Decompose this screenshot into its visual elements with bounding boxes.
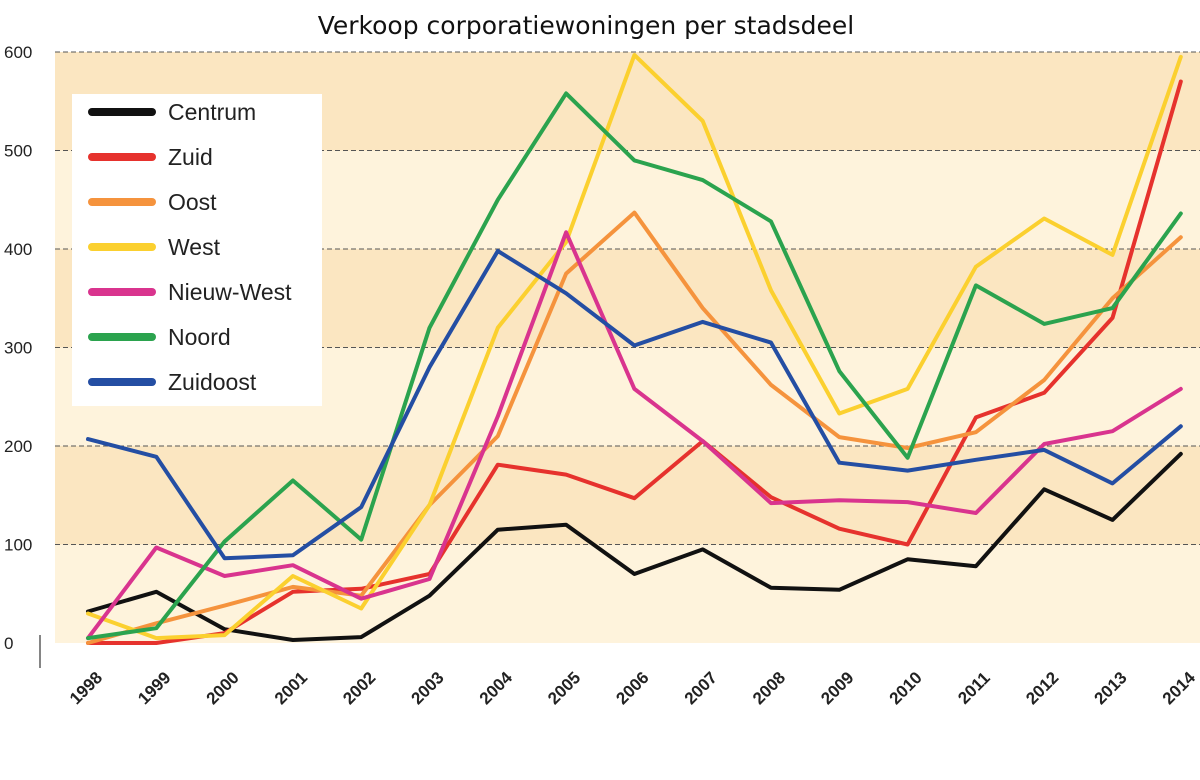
gridlines [55, 51, 1200, 545]
x-tick-label: 2002 [339, 668, 379, 708]
y-axis: 0 100 200 300 400 500 600 [4, 43, 41, 668]
x-tick-label: 2003 [408, 668, 448, 708]
legend-label: Centrum [168, 99, 256, 125]
x-tick-label: 2005 [544, 668, 584, 708]
series-line-nieuw-west [86, 230, 1183, 641]
x-tick-label: 2001 [271, 668, 311, 708]
x-tick-label: 2014 [1159, 668, 1200, 709]
y-tick-label: 200 [4, 437, 32, 456]
x-tick-label: 2012 [1022, 668, 1062, 708]
series-line-zuid [86, 79, 1183, 645]
x-tick-label: 2008 [749, 668, 789, 708]
y-tick-label: 0 [4, 634, 13, 653]
x-tick-label: 2013 [1091, 668, 1131, 708]
legend-label: Noord [168, 324, 231, 350]
y-tick-label: 500 [4, 142, 32, 161]
plot-band [55, 544, 1200, 643]
x-tick-label: 2010 [886, 668, 926, 708]
y-tick-label: 100 [4, 536, 32, 555]
legend-label: Oost [168, 189, 217, 215]
x-tick-label: 2007 [681, 668, 721, 708]
legend-label: West [168, 234, 221, 260]
y-tick-label: 600 [4, 43, 32, 62]
series-line-zuidoost [86, 249, 1183, 561]
series-line-centrum [86, 451, 1183, 642]
x-tick-label: 2004 [476, 668, 517, 709]
x-axis: 1998 1999 2000 2001 2002 2003 2004 2005 2006 2007… [66, 668, 1199, 709]
series-line-west [86, 53, 1183, 641]
legend-label: Zuid [168, 144, 213, 170]
x-tick-label: 2011 [954, 668, 994, 708]
chart-title: Verkoop corporatiewoningen per stadsdeel [318, 11, 855, 40]
x-tick-label: 1998 [66, 668, 106, 708]
legend-label: Zuidoost [168, 369, 257, 395]
x-tick-label: 1999 [134, 668, 174, 708]
legend: Centrum Zuid Oost West Nieuw-West Noord Zuidoo… [72, 94, 322, 406]
y-tick-label: 300 [4, 339, 32, 358]
x-tick-label: 2000 [203, 668, 243, 708]
legend-label: Nieuw-West [168, 279, 292, 305]
x-tick-label: 2009 [817, 668, 857, 708]
series-line-noord [86, 91, 1183, 641]
y-tick-label: 400 [4, 240, 32, 259]
series-lines [86, 53, 1183, 645]
x-tick-label: 2006 [612, 668, 652, 708]
